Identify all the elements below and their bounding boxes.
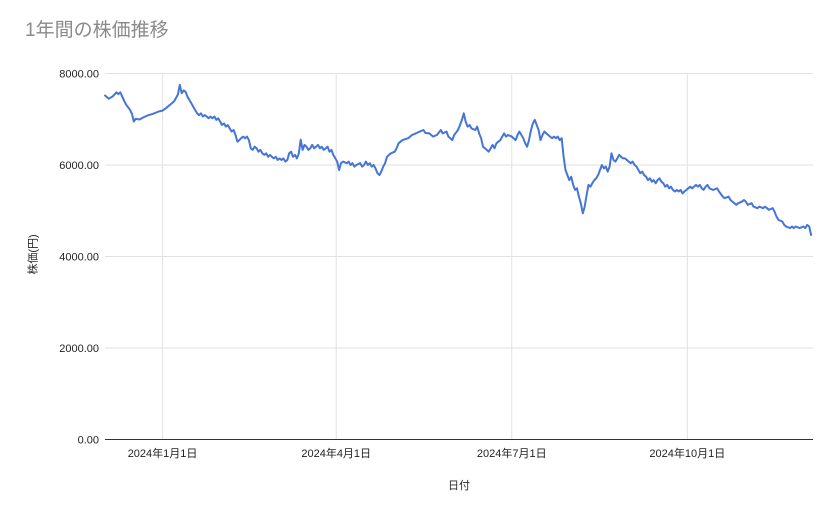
y-axis-tick-label: 6000.00 bbox=[59, 160, 99, 172]
x-axis-title: 日付 bbox=[448, 480, 470, 492]
x-axis-tick-label: 2024年4月1日 bbox=[301, 446, 371, 460]
chart-title: 1年間の株価推移 bbox=[25, 20, 169, 41]
x-axis-tick-label: 2024年1月1日 bbox=[128, 446, 198, 460]
price-line bbox=[104, 83, 813, 236]
y-axis-tick-label: 4000.00 bbox=[59, 252, 99, 264]
y-axis-tick-label: 0.00 bbox=[78, 435, 99, 447]
y-axis-title: 株価(円) bbox=[27, 234, 40, 275]
x-axis-tick-label: 2024年10月1日 bbox=[649, 446, 725, 460]
y-axis-tick-label: 2000.00 bbox=[59, 343, 99, 355]
x-axis-tick-label: 2024年7月1日 bbox=[477, 446, 547, 460]
y-axis-tick-label: 8000.00 bbox=[59, 69, 99, 81]
